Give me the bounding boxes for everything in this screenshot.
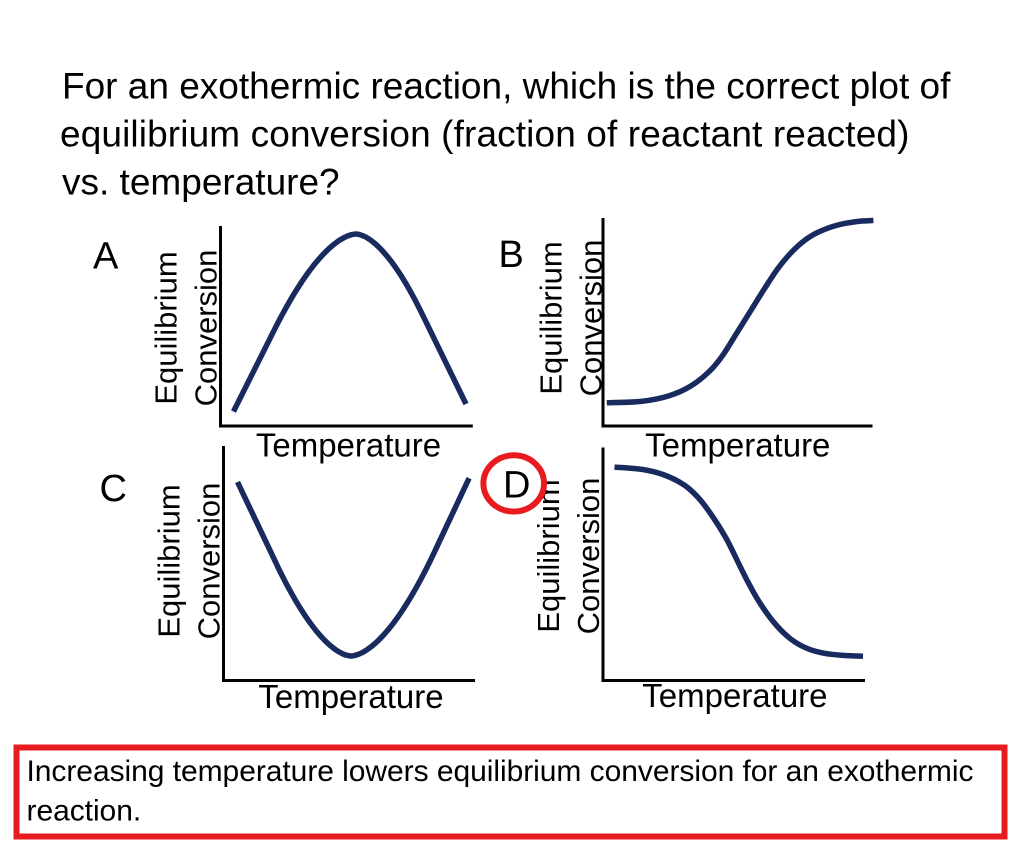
- svg-text:Conversion: Conversion: [571, 478, 606, 635]
- svg-text:B: B: [499, 234, 524, 276]
- svg-text:D: D: [503, 465, 530, 507]
- svg-text:Conversion: Conversion: [574, 240, 609, 397]
- svg-text:Temperature: Temperature: [642, 677, 827, 714]
- svg-text:Temperature: Temperature: [256, 426, 441, 463]
- svg-text:Increasing temperature lowers: Increasing temperature lowers equilibriu…: [27, 755, 974, 788]
- svg-text:Equilibrium: Equilibrium: [149, 251, 184, 404]
- svg-text:A: A: [93, 236, 119, 278]
- svg-text:Temperature: Temperature: [645, 426, 830, 463]
- svg-text:Temperature: Temperature: [258, 678, 443, 715]
- svg-text:C: C: [100, 468, 127, 510]
- svg-text:reaction.: reaction.: [27, 794, 142, 827]
- svg-text:vs. temperature?: vs. temperature?: [62, 162, 340, 203]
- svg-text:For an exothermic reaction, wh: For an exothermic reaction, which is the…: [62, 66, 951, 107]
- svg-text:Equilibrium: Equilibrium: [534, 241, 569, 394]
- svg-text:Conversion: Conversion: [189, 250, 224, 407]
- svg-text:Conversion: Conversion: [192, 483, 227, 640]
- svg-text:equilibrium conversion (fracti: equilibrium conversion (fraction of reac…: [60, 114, 910, 155]
- svg-text:Equilibrium: Equilibrium: [152, 484, 187, 637]
